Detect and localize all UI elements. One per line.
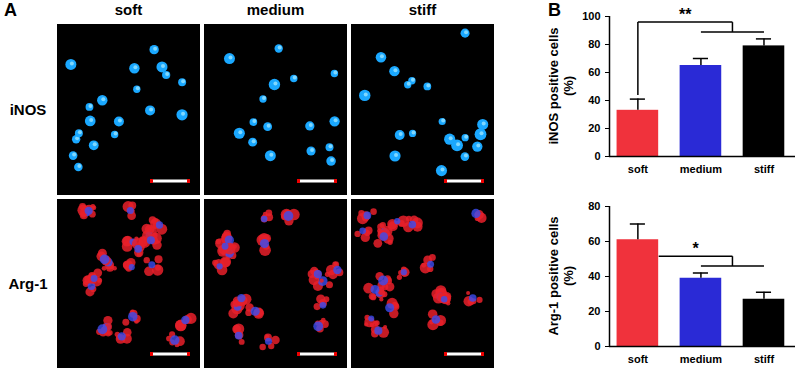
html-text:Arg-1 positive cells (%): Arg-1 positive cells (%) xyxy=(546,216,576,336)
svg-text:Arg-1: Arg-1 xyxy=(8,275,47,292)
svg-text:100: 100 xyxy=(582,10,600,22)
svg-text:20: 20 xyxy=(588,122,600,134)
svg-text:medium: medium xyxy=(680,163,722,175)
svg-text:80: 80 xyxy=(588,200,600,212)
svg-text:60: 60 xyxy=(588,66,600,78)
svg-text:stiff: stiff xyxy=(754,163,775,175)
svg-text:stiff: stiff xyxy=(754,353,775,365)
svg-text:soft: soft xyxy=(628,163,649,175)
svg-text:*: * xyxy=(692,240,699,257)
svg-text:soft: soft xyxy=(628,353,649,365)
svg-text:stiff: stiff xyxy=(409,1,438,18)
svg-text:medium: medium xyxy=(247,1,305,18)
svg-text:A: A xyxy=(4,0,17,20)
svg-text:0: 0 xyxy=(594,340,600,352)
html-text:B: B xyxy=(548,0,561,20)
svg-text:40: 40 xyxy=(588,94,600,106)
svg-text:20: 20 xyxy=(588,305,600,317)
svg-text:iNOS: iNOS xyxy=(10,101,47,118)
html-text:iNOS positive cells (%): iNOS positive cells (%) xyxy=(546,27,576,145)
svg-text:medium: medium xyxy=(680,353,722,365)
svg-text:soft: soft xyxy=(115,1,143,18)
svg-text:0: 0 xyxy=(594,150,600,162)
svg-text:80: 80 xyxy=(588,38,600,50)
svg-text:40: 40 xyxy=(588,270,600,282)
svg-text:60: 60 xyxy=(588,235,600,247)
svg-text:**: ** xyxy=(679,6,692,23)
